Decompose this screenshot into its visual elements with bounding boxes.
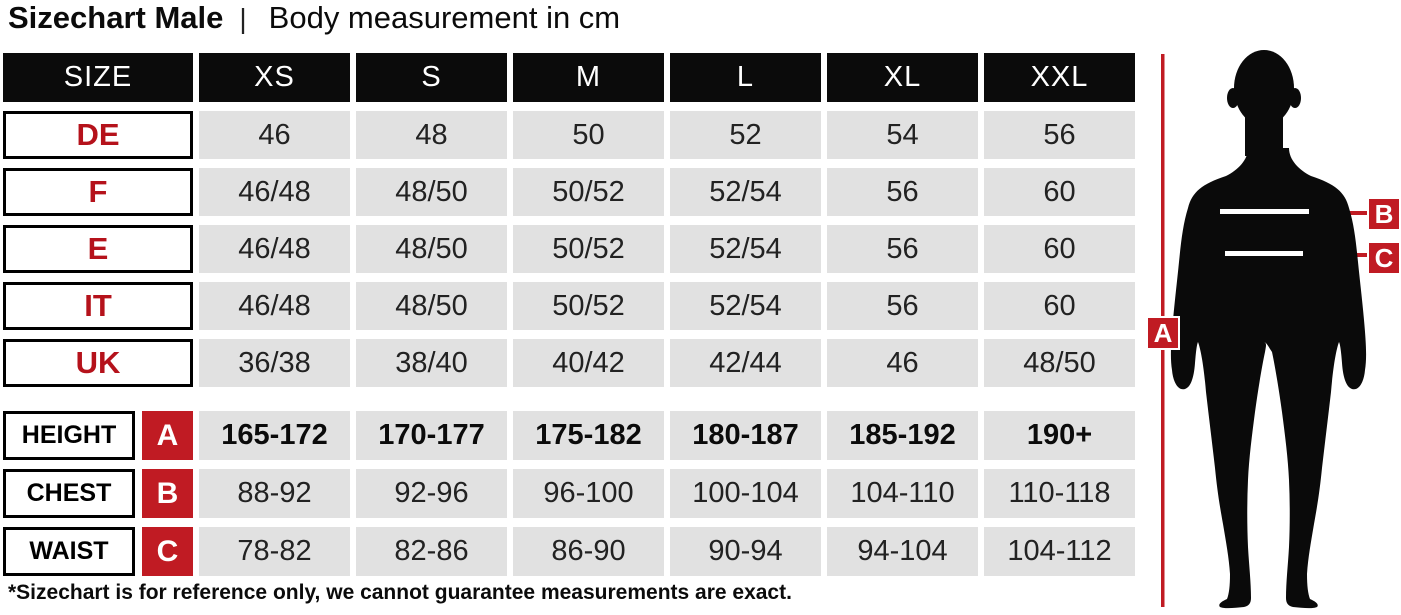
cell-it-xxl: 60 [984,282,1135,330]
cell-uk-m: 40/42 [513,339,664,387]
cell-chest-m: 96-100 [513,469,664,518]
marker-a-badge: A [142,411,193,460]
cell-it-xs: 46/48 [199,282,350,330]
cell-uk-xs: 36/38 [199,339,350,387]
column-header-xxl: XXL [984,53,1135,102]
cell-waist-s: 82-86 [356,527,507,576]
cell-waist-m: 86-90 [513,527,664,576]
cell-de-xs: 46 [199,111,350,159]
cell-chest-xl: 104-110 [827,469,978,518]
measure-label-chest: CHEST [3,469,135,518]
cell-de-xl: 54 [827,111,978,159]
cell-it-xl: 56 [827,282,978,330]
row-label-e: E [3,225,193,273]
cell-e-l: 52/54 [670,225,821,273]
column-header-m: M [513,53,664,102]
measure-label-height: HEIGHT [3,411,135,460]
cell-f-m: 50/52 [513,168,664,216]
cell-de-xxl: 56 [984,111,1135,159]
cell-height-xs: 165-172 [199,411,350,460]
cell-f-s: 48/50 [356,168,507,216]
cell-e-s: 48/50 [356,225,507,273]
row-label-it: IT [3,282,193,330]
size-table: SIZE XS S M L XL XXL DE 46 48 50 52 54 5… [3,53,1135,576]
cell-uk-l: 42/44 [670,339,821,387]
footnote: *Sizechart is for reference only, we can… [8,581,792,604]
cell-waist-xxl: 104-112 [984,527,1135,576]
cell-de-l: 52 [670,111,821,159]
cell-height-xxl: 190+ [984,411,1135,460]
cell-it-s: 48/50 [356,282,507,330]
cell-chest-xxl: 110-118 [984,469,1135,518]
cell-f-xs: 46/48 [199,168,350,216]
row-label-chest: CHEST B [3,469,193,518]
title-separator: | [239,3,247,34]
column-header-s: S [356,53,507,102]
marker-c-badge: C [142,527,193,576]
row-label-uk: UK [3,339,193,387]
cell-chest-s: 92-96 [356,469,507,518]
measure-label-waist: WAIST [3,527,135,576]
cell-f-xxl: 60 [984,168,1135,216]
row-label-de: DE [3,111,193,159]
title-subtitle: Body measurement in cm [268,0,621,35]
page-title: Sizechart Male | Body measurement in cm [8,0,620,38]
cell-waist-xs: 78-82 [199,527,350,576]
cell-uk-s: 38/40 [356,339,507,387]
title-main: Sizechart Male [8,0,224,35]
cell-chest-l: 100-104 [670,469,821,518]
marker-c-figure: C [1367,241,1401,275]
marker-a-figure: A [1146,316,1180,350]
cell-e-xl: 56 [827,225,978,273]
cell-height-m: 175-182 [513,411,664,460]
cell-uk-xxl: 48/50 [984,339,1135,387]
marker-b-badge: B [142,469,193,518]
cell-height-s: 170-177 [356,411,507,460]
cell-height-xl: 185-192 [827,411,978,460]
cell-de-m: 50 [513,111,664,159]
cell-height-l: 180-187 [670,411,821,460]
cell-e-xxl: 60 [984,225,1135,273]
table-section-spacer [3,396,1135,402]
body-figure: A B C [1140,50,1401,610]
cell-waist-l: 90-94 [670,527,821,576]
cell-e-xs: 46/48 [199,225,350,273]
cell-waist-xl: 94-104 [827,527,978,576]
cell-f-xl: 56 [827,168,978,216]
cell-e-m: 50/52 [513,225,664,273]
cell-uk-xl: 46 [827,339,978,387]
cell-de-s: 48 [356,111,507,159]
cell-chest-xs: 88-92 [199,469,350,518]
column-header-xl: XL [827,53,978,102]
row-label-f: F [3,168,193,216]
column-header-l: L [670,53,821,102]
marker-b-figure: B [1367,197,1401,231]
row-label-waist: WAIST C [3,527,193,576]
column-header-size: SIZE [3,53,193,102]
cell-it-l: 52/54 [670,282,821,330]
cell-f-l: 52/54 [670,168,821,216]
row-label-height: HEIGHT A [3,411,193,460]
cell-it-m: 50/52 [513,282,664,330]
column-header-xs: XS [199,53,350,102]
